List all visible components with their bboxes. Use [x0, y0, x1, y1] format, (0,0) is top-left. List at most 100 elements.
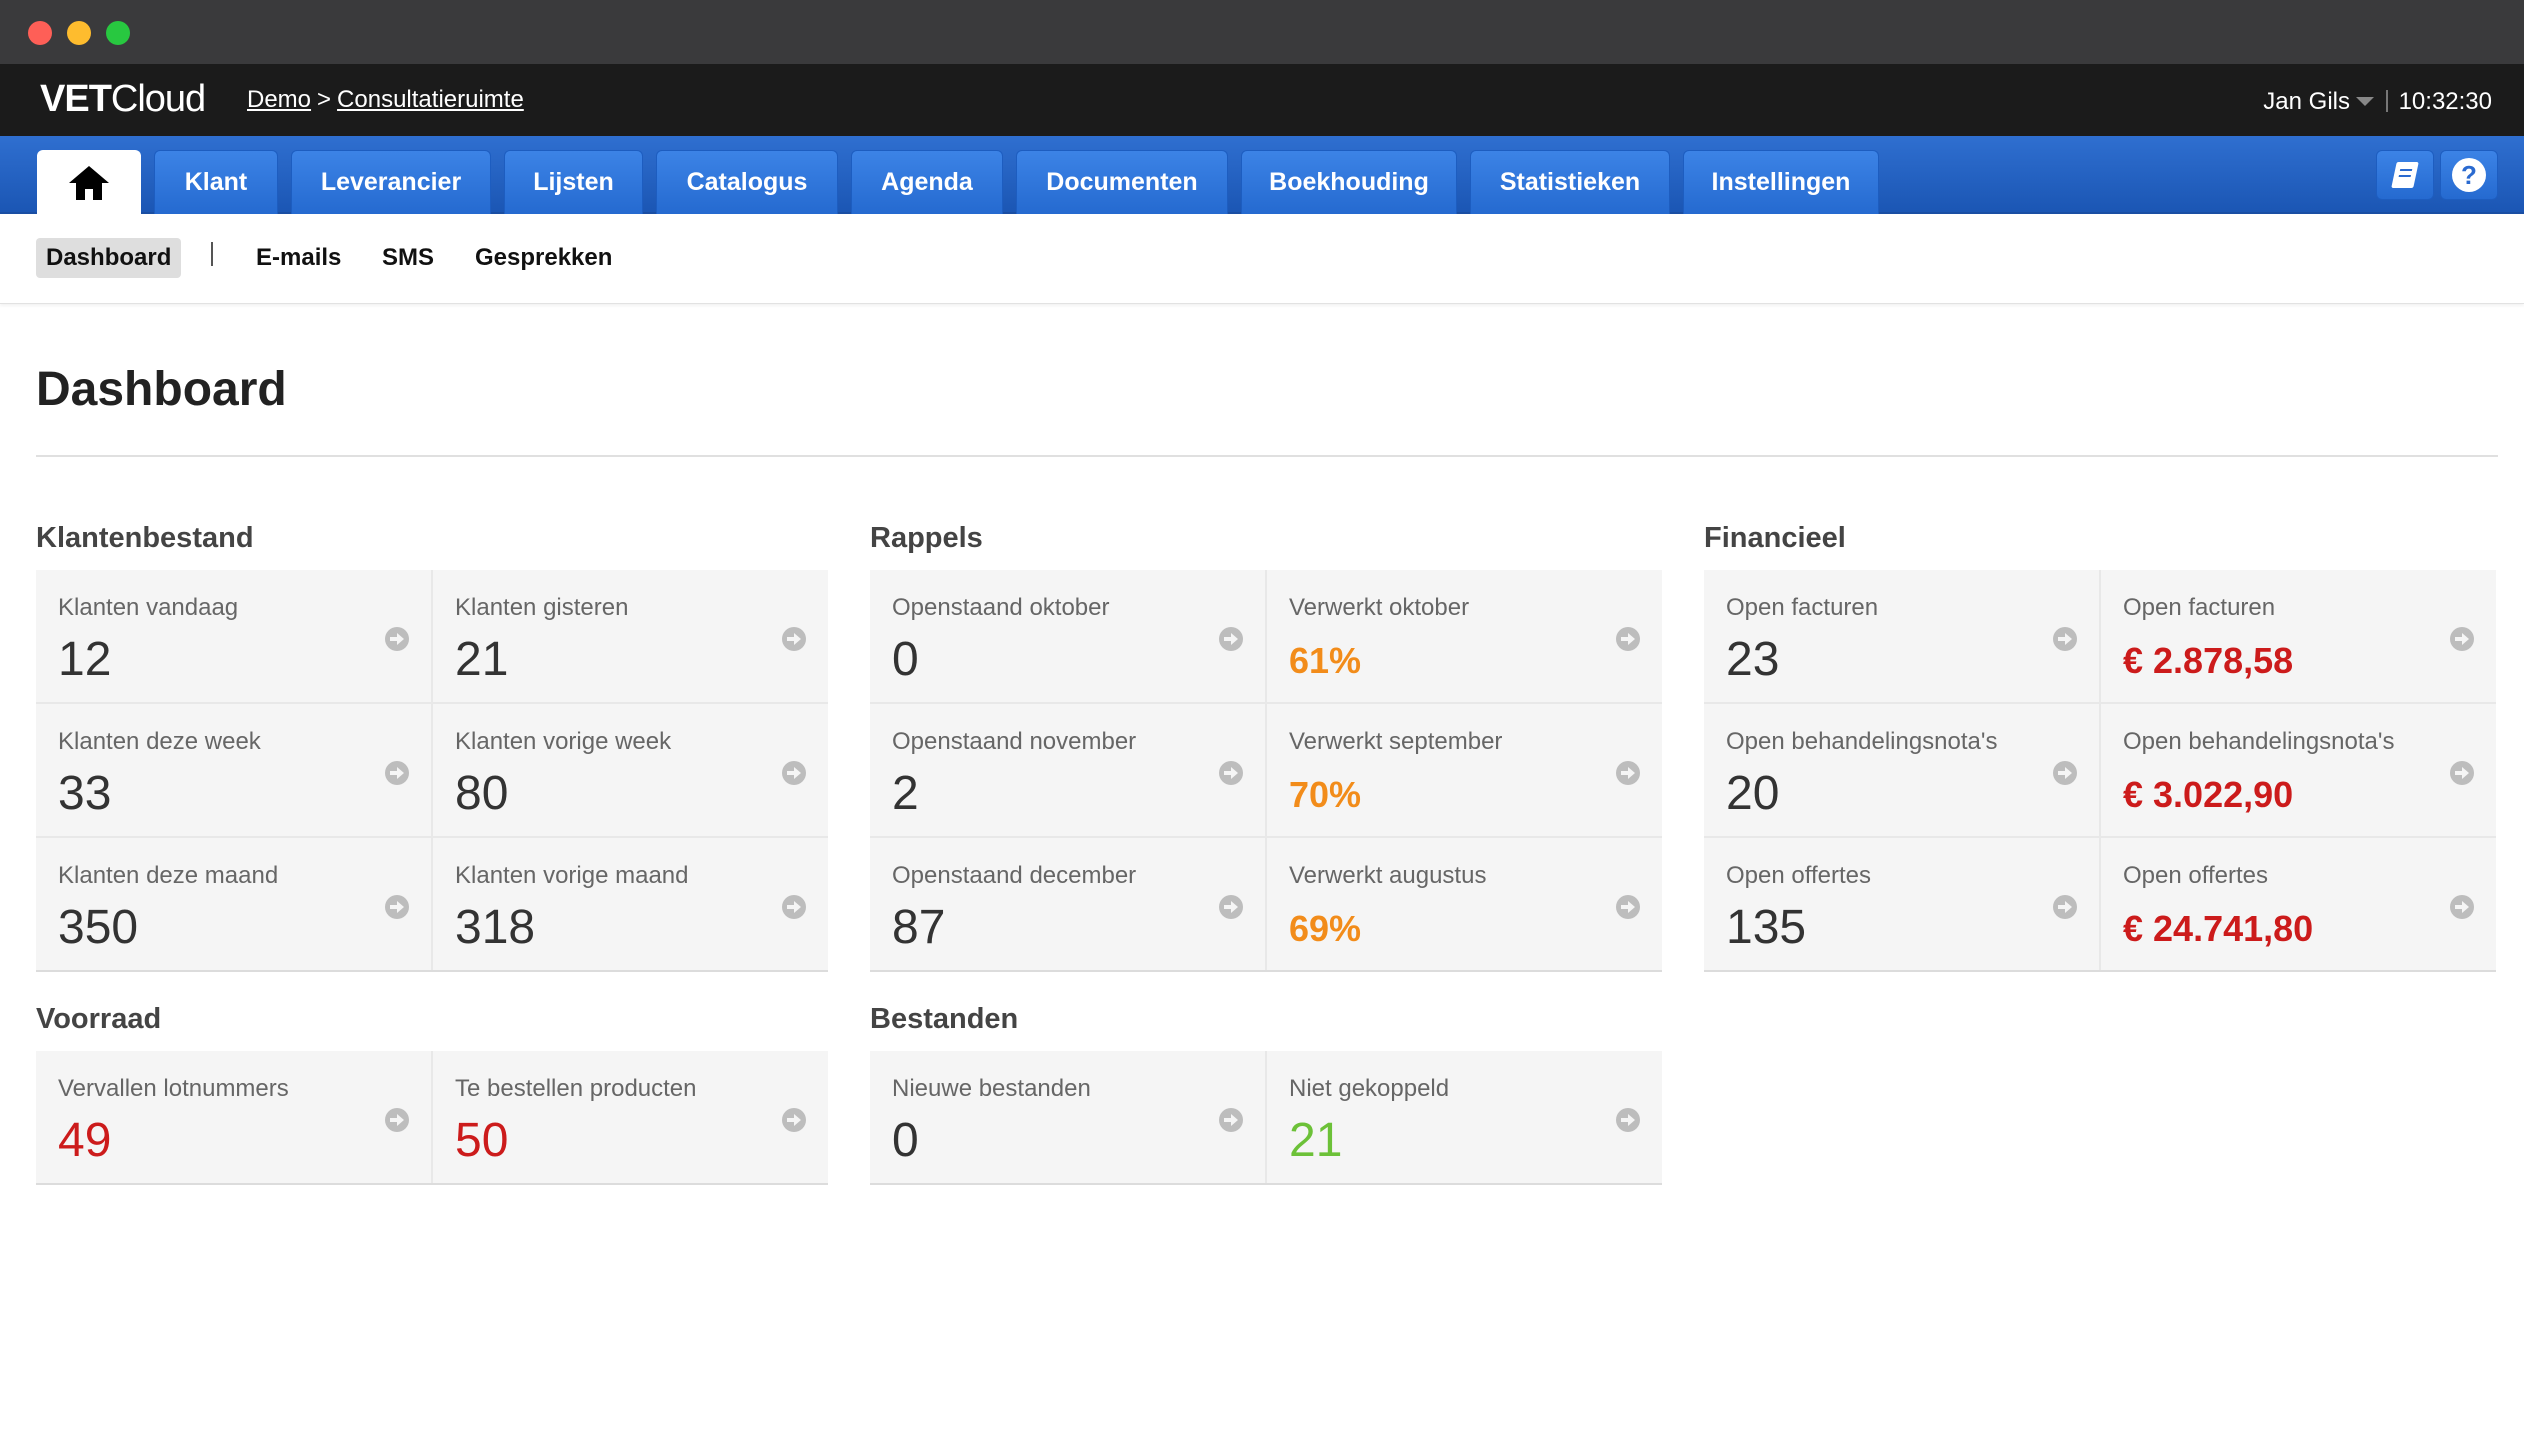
card-label: Verwerkt oktober: [1289, 594, 1470, 621]
card-label: Klanten deze week: [58, 728, 261, 755]
tab-agenda[interactable]: Agenda: [851, 150, 1003, 214]
minimize-window-button[interactable]: [67, 21, 91, 45]
vetcloud-logo[interactable]: VETCloud: [40, 78, 206, 121]
stat-card[interactable]: Verwerkt september 70%: [1267, 704, 1662, 836]
arrow-right-icon[interactable]: [1616, 1108, 1640, 1132]
stat-card[interactable]: Klanten vorige week 80: [433, 704, 828, 836]
card-label: Nieuwe bestanden: [892, 1075, 1091, 1102]
arrow-right-icon[interactable]: [2053, 761, 2077, 785]
card-label: Openstaand oktober: [892, 594, 1110, 621]
card-label: Open offertes: [1726, 862, 1871, 889]
card-value: 21: [455, 633, 509, 686]
section-title: Rappels: [870, 522, 983, 554]
tab-leverancier[interactable]: Leverancier: [291, 150, 491, 214]
manual-button[interactable]: [2376, 150, 2434, 200]
divider: [36, 455, 2498, 457]
stat-card[interactable]: Klanten vandaag 12: [36, 570, 431, 702]
help-button[interactable]: ?: [2440, 150, 2498, 200]
maximize-window-button[interactable]: [106, 21, 130, 45]
subnav-dashboard[interactable]: Dashboard: [36, 238, 182, 278]
card-value: 49: [58, 1114, 112, 1167]
stat-card[interactable]: Openstaand november 2: [870, 704, 1265, 836]
user-menu[interactable]: Jan Gils: [2263, 88, 2350, 115]
tab-catalogus[interactable]: Catalogus: [656, 150, 838, 214]
card-label: Open facturen: [2123, 594, 2276, 621]
arrow-right-icon[interactable]: [2450, 761, 2474, 785]
stat-card[interactable]: Nieuwe bestanden 0: [870, 1051, 1265, 1183]
subnav-gesprekken[interactable]: Gesprekken: [475, 244, 613, 271]
card-value: 87: [892, 901, 946, 954]
arrow-right-icon[interactable]: [385, 895, 409, 919]
stat-card[interactable]: Vervallen lotnummers 49: [36, 1051, 431, 1183]
arrow-right-icon[interactable]: [385, 1108, 409, 1132]
stat-card[interactable]: Open offertes € 24.741,80: [2101, 838, 2496, 970]
tab-boekhouding[interactable]: Boekhouding: [1241, 150, 1457, 214]
stat-card[interactable]: Klanten deze maand 350: [36, 838, 431, 970]
stat-card[interactable]: Open behandelingsnota's € 3.022,90: [2101, 704, 2496, 836]
arrow-right-icon[interactable]: [2450, 895, 2474, 919]
breadcrumb: Demo > Consultatieruimte: [247, 86, 524, 114]
card-value: 80: [455, 767, 509, 820]
stat-card[interactable]: Openstaand oktober 0: [870, 570, 1265, 702]
tab-instellingen[interactable]: Instellingen: [1683, 150, 1879, 214]
arrow-right-icon[interactable]: [1219, 761, 1243, 785]
card-value: 20: [1726, 767, 1780, 820]
arrow-right-icon[interactable]: [1616, 627, 1640, 651]
subnav-emails[interactable]: E-mails: [256, 244, 342, 271]
arrow-right-icon[interactable]: [782, 627, 806, 651]
stat-card[interactable]: Open facturen 23: [1704, 570, 2099, 702]
tab-klant[interactable]: Klant: [154, 150, 278, 214]
arrow-right-icon[interactable]: [1616, 761, 1640, 785]
card-value: 61%: [1289, 640, 1362, 681]
arrow-right-icon[interactable]: [2053, 627, 2077, 651]
card-value: 2: [892, 767, 919, 820]
arrow-right-icon[interactable]: [782, 895, 806, 919]
section-voorraad: Voorraad Vervallen lotnummers 49 Te beste…: [36, 1003, 828, 1185]
arrow-right-icon[interactable]: [2450, 627, 2474, 651]
section-title: Bestanden: [870, 1003, 1019, 1035]
card-value: € 24.741,80: [2123, 908, 2314, 949]
subnav-sms[interactable]: SMS: [382, 244, 435, 271]
tab-lijsten[interactable]: Lijsten: [504, 150, 643, 214]
arrow-right-icon[interactable]: [782, 761, 806, 785]
tab-statistieken[interactable]: Statistieken: [1470, 150, 1670, 214]
arrow-right-icon[interactable]: [1616, 895, 1640, 919]
chevron-down-icon[interactable]: [2356, 97, 2374, 106]
card-label: Verwerkt september: [1289, 728, 1503, 755]
arrow-right-icon[interactable]: [1219, 895, 1243, 919]
arrow-right-icon[interactable]: [2053, 895, 2077, 919]
arrow-right-icon[interactable]: [1219, 1108, 1243, 1132]
app-header: VETCloud Demo > Consultatieruimte Jan Gils…: [0, 64, 2524, 136]
stat-card[interactable]: Verwerkt oktober 61%: [1267, 570, 1662, 702]
card-grid: Open facturen 23 Open facturen € 2.878,58 …: [1704, 570, 2496, 972]
stat-card[interactable]: Open offertes 135: [1704, 838, 2099, 970]
stat-card[interactable]: Niet gekoppeld 21: [1267, 1051, 1662, 1183]
card-label: Open offertes: [2123, 862, 2268, 889]
breadcrumb-root-link[interactable]: Demo: [247, 86, 312, 113]
stat-card[interactable]: Klanten vorige maand 318: [433, 838, 828, 970]
arrow-right-icon[interactable]: [1219, 627, 1243, 651]
home-icon: [69, 165, 109, 200]
stat-card[interactable]: Te bestellen producten 50: [433, 1051, 828, 1183]
section-rappels: Rappels Openstaand oktober 0 Verwerkt okt…: [870, 522, 1662, 972]
stat-card[interactable]: Klanten gisteren 21: [433, 570, 828, 702]
section-title: Financieel: [1704, 522, 1846, 554]
stat-card[interactable]: Open facturen € 2.878,58: [2101, 570, 2496, 702]
section-title: Klantenbestand: [36, 522, 254, 554]
help-icon: ?: [2452, 158, 2486, 192]
arrow-right-icon[interactable]: [385, 761, 409, 785]
breadcrumb-current-link[interactable]: Consultatieruimte: [337, 86, 524, 113]
stat-card[interactable]: Klanten deze week 33: [36, 704, 431, 836]
arrow-right-icon[interactable]: [385, 627, 409, 651]
stat-card[interactable]: Verwerkt augustus 69%: [1267, 838, 1662, 970]
card-label: Openstaand december: [892, 862, 1137, 889]
card-grid: Nieuwe bestanden 0 Niet gekoppeld 21: [870, 1051, 1662, 1185]
close-window-button[interactable]: [28, 21, 52, 45]
stat-card[interactable]: Open behandelingsnota's 20: [1704, 704, 2099, 836]
card-grid: Openstaand oktober 0 Verwerkt oktober 61% …: [870, 570, 1662, 972]
arrow-right-icon[interactable]: [782, 1108, 806, 1132]
tab-documenten[interactable]: Documenten: [1016, 150, 1228, 214]
stat-card[interactable]: Openstaand december 87: [870, 838, 1265, 970]
section-klantenbestand: Klantenbestand Klanten vandaag 12 Klanten…: [36, 522, 828, 972]
tab-home[interactable]: [37, 150, 141, 214]
